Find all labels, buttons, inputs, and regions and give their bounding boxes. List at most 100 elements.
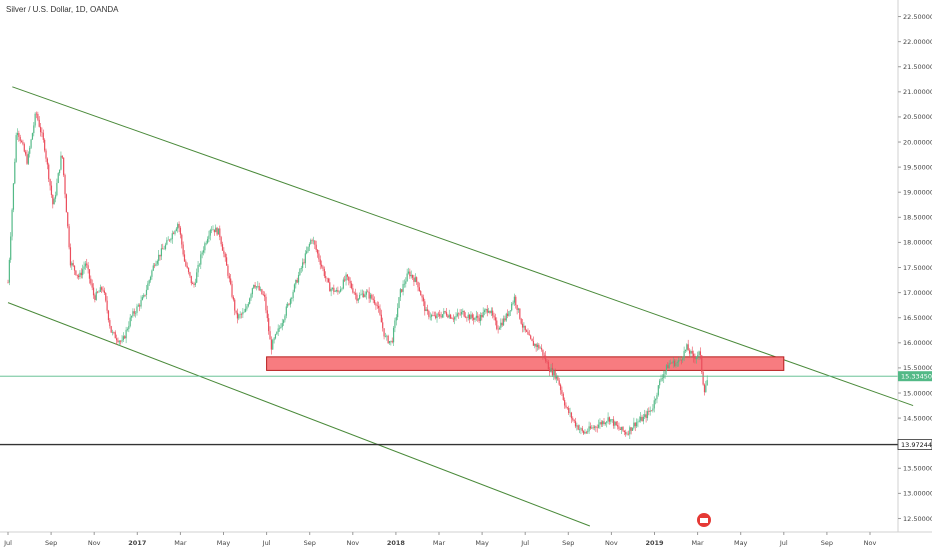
- candle-body: [149, 276, 152, 281]
- candle-body: [353, 292, 355, 294]
- candle-body: [122, 336, 125, 340]
- candle-body: [603, 421, 605, 425]
- horizontal-lines[interactable]: [0, 375, 898, 446]
- candle-body: [341, 288, 343, 290]
- candle-body: [509, 310, 511, 312]
- candle-body: [333, 287, 335, 292]
- candle-body: [451, 318, 453, 320]
- candle-body: [687, 344, 689, 351]
- candle-body: [543, 355, 545, 357]
- candle-body: [545, 355, 547, 362]
- candle-body: [168, 239, 171, 241]
- lower-channel-trendline[interactable]: [7, 302, 591, 527]
- candle-body: [483, 310, 486, 312]
- x-tick-label: Sep: [304, 539, 316, 547]
- candle-body: [469, 314, 471, 320]
- candle-body: [41, 132, 43, 133]
- resistance-zone[interactable]: [266, 356, 785, 371]
- candle-body: [649, 410, 651, 412]
- candle-body: [426, 309, 429, 312]
- candle-body: [58, 169, 61, 174]
- candle-body: [376, 305, 378, 307]
- candle-body: [113, 332, 115, 333]
- candle-body: [205, 242, 207, 244]
- candle-body: [561, 390, 563, 394]
- candle-body: [220, 237, 222, 245]
- candle-body: [569, 412, 571, 414]
- candle-body: [612, 419, 615, 426]
- earnings-event-icon[interactable]: [697, 513, 711, 527]
- candle-body: [128, 325, 130, 330]
- candle-body: [593, 426, 596, 428]
- candle-body: [611, 419, 613, 420]
- price-axis[interactable]: 12.5000013.0000013.5000014.0000014.50000…: [897, 0, 932, 532]
- candle-body: [395, 317, 397, 321]
- x-tick-label: 2018: [387, 539, 406, 547]
- x-tick-label: Jul: [262, 539, 271, 547]
- candle-body: [587, 431, 589, 433]
- candle-body: [668, 363, 670, 369]
- candle-body: [416, 277, 418, 282]
- candle-body: [76, 274, 78, 276]
- candle-body: [319, 259, 321, 265]
- candle-body: [505, 313, 507, 321]
- candle-body: [77, 275, 80, 278]
- candle-body: [610, 419, 612, 422]
- candle-body: [452, 318, 454, 320]
- candle-body: [406, 273, 408, 282]
- current-price-tag: [898, 371, 932, 382]
- candle-body: [386, 335, 388, 337]
- candle-body: [281, 322, 283, 327]
- candle-body: [262, 294, 264, 295]
- candle-body: [645, 414, 647, 418]
- candle-body: [382, 322, 384, 329]
- candle-body: [391, 340, 393, 343]
- candle-body: [422, 297, 425, 302]
- candle-body: [515, 296, 517, 306]
- candle-body: [538, 344, 540, 349]
- candle-body: [699, 351, 702, 356]
- candle-body: [621, 426, 623, 430]
- candle-body: [456, 313, 458, 316]
- candle-body: [331, 287, 334, 289]
- candle-body: [173, 233, 175, 234]
- candle-body: [221, 244, 224, 251]
- candle-body: [239, 314, 241, 315]
- candle-body: [80, 272, 82, 276]
- candle-body: [42, 132, 44, 140]
- candle-body: [683, 351, 685, 359]
- candle-body: [498, 327, 501, 330]
- candle-body: [136, 306, 138, 313]
- candle-body: [236, 312, 239, 319]
- candle-body: [192, 283, 194, 284]
- candle-body: [356, 294, 358, 301]
- trendlines[interactable]: [7, 86, 914, 527]
- candle-body: [202, 250, 205, 253]
- candle-body: [287, 303, 289, 307]
- resistance-zone-rect[interactable]: [266, 356, 785, 371]
- candle-body: [591, 427, 593, 429]
- candle-body: [577, 425, 579, 430]
- candle-body: [289, 298, 291, 305]
- candle-body: [690, 351, 692, 354]
- candle-body: [232, 296, 234, 300]
- candle-body: [417, 281, 419, 288]
- candle-body: [27, 153, 29, 164]
- candle-body: [209, 229, 211, 236]
- x-tick-label: 2019: [645, 539, 664, 547]
- candle-body: [531, 338, 533, 342]
- candle-body: [95, 291, 97, 300]
- candle-body: [335, 290, 338, 292]
- time-axis[interactable]: Jul Sep Nov 2017 Mar May Jul Sep Nov 2018 Mar May Ju…: [0, 531, 932, 547]
- candle-body: [679, 359, 681, 361]
- candle-body: [558, 380, 560, 385]
- current-price-tag-label: 15.33450: [901, 373, 932, 381]
- candles: [7, 111, 708, 439]
- upper-channel-trendline[interactable]: [12, 86, 914, 407]
- candle-body: [479, 314, 482, 322]
- candle-body: [463, 310, 465, 317]
- candle-body: [99, 287, 101, 292]
- candle-body: [388, 341, 391, 344]
- x-tick-label: Jul: [3, 539, 12, 547]
